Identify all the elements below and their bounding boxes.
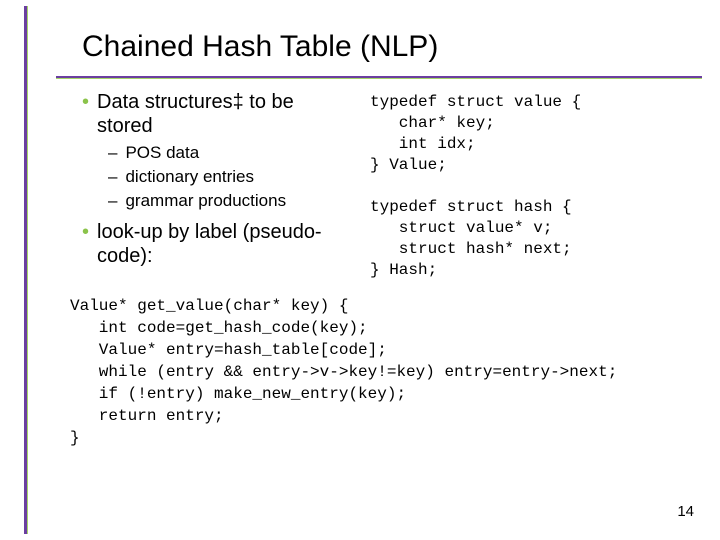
dash-icon: –: [108, 166, 117, 188]
left-column: • Data structures‡ to be stored – POS da…: [82, 90, 352, 281]
sub-bullet-grammar: – grammar productions: [108, 190, 352, 212]
bullet-data-structures: • Data structures‡ to be stored: [82, 90, 352, 138]
bullet-dot-icon: •: [82, 90, 89, 114]
get-value-code-block: Value* get_value(char* key) { int code=g…: [70, 295, 694, 449]
dash-icon: –: [108, 142, 117, 164]
bullet-text: Data structures‡ to be stored: [97, 90, 352, 138]
content-area: • Data structures‡ to be stored – POS da…: [82, 90, 694, 449]
sub-bullet-text: POS data: [125, 142, 199, 164]
slide-body: Chained Hash Table (NLP) • Data structur…: [28, 8, 712, 532]
sub-bullet-text: dictionary entries: [125, 166, 254, 188]
sub-bullet-dict: – dictionary entries: [108, 166, 352, 188]
dash-icon: –: [108, 190, 117, 212]
bullet-dot-icon: •: [82, 220, 89, 244]
typedef-code-block: typedef struct value { char* key; int id…: [370, 92, 694, 281]
page-number: 14: [677, 503, 694, 520]
slide-title: Chained Hash Table (NLP): [82, 30, 438, 64]
bullet-lookup: • look-up by label (pseudo-code):: [82, 220, 352, 268]
bullet-text: look-up by label (pseudo-code):: [97, 220, 352, 268]
sub-bullet-text: grammar productions: [125, 190, 286, 212]
left-vertical-rule: [24, 6, 27, 534]
sub-bullet-pos: – POS data: [108, 142, 352, 164]
two-column-row: • Data structures‡ to be stored – POS da…: [82, 90, 694, 281]
right-column: typedef struct value { char* key; int id…: [370, 90, 694, 281]
title-underline: [56, 76, 702, 78]
